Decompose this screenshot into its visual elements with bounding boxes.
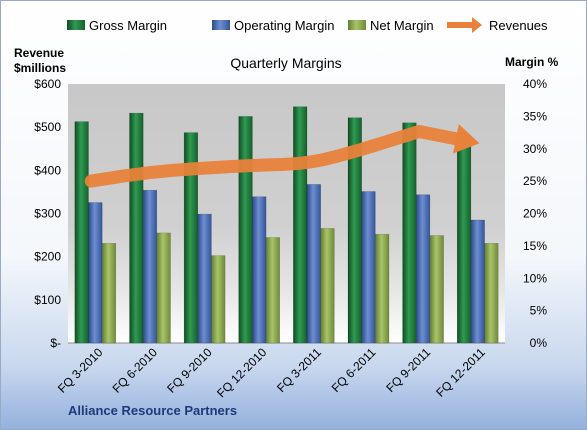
y-right-tick-label: 10% xyxy=(523,271,547,285)
chart-title: Quarterly Margins xyxy=(230,55,341,71)
bar-gross-margin-7 xyxy=(402,122,417,344)
bar-net-margin-1 xyxy=(101,243,117,344)
bar-net-margin-8 xyxy=(484,243,499,344)
bar-gross-margin-8 xyxy=(456,142,472,344)
y-left-title-line2: $millions xyxy=(14,61,66,75)
bar-net-margin-2 xyxy=(156,232,171,344)
y-left-tick-label: $500 xyxy=(34,120,61,134)
legend-label-operating-margin: Operating Margin xyxy=(234,18,334,33)
y-right-tick-label: 5% xyxy=(530,304,548,318)
y-right-tick-label: 15% xyxy=(523,239,547,253)
y-left-title-line1: Revenue xyxy=(14,46,64,60)
bars-layer xyxy=(74,106,499,344)
y-left-ticks: $- $100 $200 $300 $400 $500 $600 xyxy=(34,77,61,350)
revenues-arrowhead xyxy=(453,124,480,154)
y-left-tick-label: $600 xyxy=(34,77,61,91)
y-left-tick-label: $100 xyxy=(34,293,61,307)
bar-operating-margin-7 xyxy=(415,194,431,344)
bar-gross-margin-5 xyxy=(293,106,308,344)
bar-operating-margin-6 xyxy=(361,191,376,344)
y-right-tick-label: 20% xyxy=(523,207,547,221)
bar-net-margin-6 xyxy=(375,233,390,344)
legend-label-net-margin: Net Margin xyxy=(370,18,434,33)
legend-label-revenues: Revenues xyxy=(489,18,548,33)
y-right-tick-label: 0% xyxy=(530,336,548,350)
company-name: Alliance Resource Partners xyxy=(68,403,237,418)
legend-swatch-revenues xyxy=(447,17,482,33)
legend-label-gross-margin: Gross Margin xyxy=(89,18,167,33)
y-left-tick-label: $- xyxy=(50,336,61,350)
bar-gross-margin-4 xyxy=(238,116,253,344)
y-right-title: Margin % xyxy=(505,55,559,69)
y-right-tick-label: 30% xyxy=(523,142,547,156)
bar-operating-margin-8 xyxy=(470,219,485,344)
bar-gross-margin-2 xyxy=(129,112,144,344)
revenues-line xyxy=(84,125,463,188)
bar-operating-margin-2 xyxy=(142,189,158,344)
bar-net-margin-7 xyxy=(429,235,444,344)
bar-operating-margin-1 xyxy=(88,202,103,344)
revenue-layer xyxy=(84,124,480,188)
bar-net-margin-4 xyxy=(265,237,280,344)
y-left-tick-label: $300 xyxy=(34,207,61,221)
legend: Gross Margin Operating Margin Net Margin… xyxy=(67,17,548,33)
y-right-tick-label: 25% xyxy=(523,174,547,188)
bar-net-margin-5 xyxy=(320,228,335,344)
legend-swatch-operating-margin xyxy=(212,20,230,30)
legend-swatch-net-margin xyxy=(348,20,366,30)
y-right-tick-label: 35% xyxy=(523,109,547,123)
bar-operating-margin-3 xyxy=(197,213,212,344)
bar-gross-margin-1 xyxy=(74,121,89,344)
y-right-ticks: 0% 5% 10% 15% 20% 25% 30% 35% 40% xyxy=(523,77,547,350)
bar-operating-margin-4 xyxy=(252,196,267,344)
bar-net-margin-3 xyxy=(211,255,226,344)
y-right-tick-label: 40% xyxy=(523,77,547,91)
y-left-tick-label: $200 xyxy=(34,250,61,264)
legend-swatch-gross-margin xyxy=(67,20,85,30)
y-left-tick-label: $400 xyxy=(34,163,61,177)
bar-operating-margin-5 xyxy=(306,184,321,344)
